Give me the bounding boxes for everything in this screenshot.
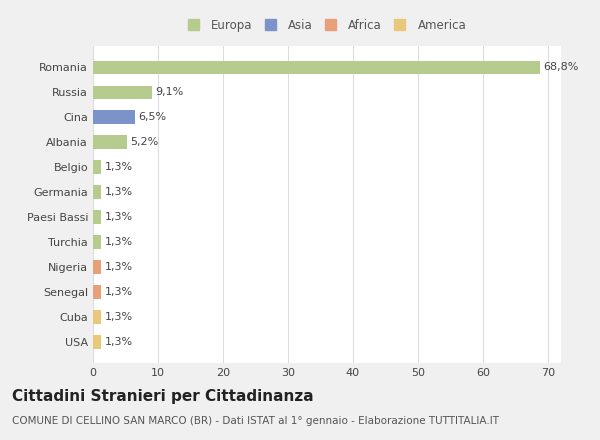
Text: COMUNE DI CELLINO SAN MARCO (BR) - Dati ISTAT al 1° gennaio - Elaborazione TUTTI: COMUNE DI CELLINO SAN MARCO (BR) - Dati … bbox=[12, 416, 499, 426]
Bar bbox=[93, 110, 135, 124]
Bar bbox=[93, 136, 127, 149]
Bar bbox=[93, 310, 101, 324]
Text: 1,3%: 1,3% bbox=[105, 162, 133, 172]
Bar bbox=[93, 210, 101, 224]
Bar bbox=[93, 160, 101, 174]
Bar bbox=[93, 185, 101, 199]
Text: 1,3%: 1,3% bbox=[105, 237, 133, 247]
Bar bbox=[93, 235, 101, 249]
Bar bbox=[93, 61, 540, 74]
Text: 1,3%: 1,3% bbox=[105, 187, 133, 197]
Bar bbox=[93, 85, 152, 99]
Text: 1,3%: 1,3% bbox=[105, 287, 133, 297]
Text: 5,2%: 5,2% bbox=[130, 137, 158, 147]
Text: 1,3%: 1,3% bbox=[105, 312, 133, 322]
Bar bbox=[93, 285, 101, 299]
Text: Cittadini Stranieri per Cittadinanza: Cittadini Stranieri per Cittadinanza bbox=[12, 389, 314, 404]
Text: 6,5%: 6,5% bbox=[139, 112, 167, 122]
Text: 1,3%: 1,3% bbox=[105, 212, 133, 222]
Bar bbox=[93, 335, 101, 348]
Text: 1,3%: 1,3% bbox=[105, 337, 133, 347]
Text: 68,8%: 68,8% bbox=[544, 62, 579, 73]
Bar bbox=[93, 260, 101, 274]
Text: 9,1%: 9,1% bbox=[155, 88, 184, 97]
Legend: Europa, Asia, Africa, America: Europa, Asia, Africa, America bbox=[185, 16, 469, 34]
Text: 1,3%: 1,3% bbox=[105, 262, 133, 272]
